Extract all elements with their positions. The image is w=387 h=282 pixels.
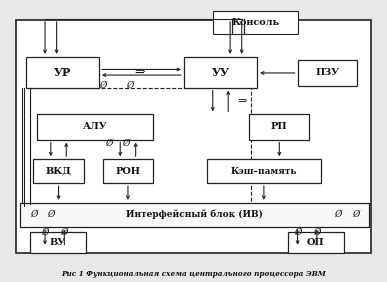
Text: РП: РП	[271, 122, 288, 131]
Bar	[207, 159, 321, 183]
Text: ВКД: ВКД	[46, 167, 72, 176]
Bar	[37, 114, 153, 140]
Text: Ø: Ø	[294, 228, 301, 237]
Text: Интерфейсный блок (ИВ): Интерфейсный блок (ИВ)	[126, 210, 263, 219]
Bar	[288, 232, 344, 253]
Text: ВУ: ВУ	[50, 238, 66, 247]
Text: Ø: Ø	[99, 80, 106, 89]
Text: Ø: Ø	[126, 80, 134, 89]
Text: УУ: УУ	[211, 67, 229, 78]
Text: Ø: Ø	[47, 210, 55, 219]
Text: Ø: Ø	[61, 228, 68, 237]
Text: Рис 1 Функциональная схема центрального процессора ЭВМ: Рис 1 Функциональная схема центрального …	[61, 270, 326, 279]
Bar	[298, 60, 357, 86]
Text: АЛУ: АЛУ	[83, 122, 108, 131]
Text: Ø: Ø	[30, 210, 37, 219]
Text: Ø: Ø	[105, 139, 112, 148]
Text: Ø: Ø	[352, 210, 359, 219]
Bar	[103, 159, 153, 183]
Text: УР: УР	[54, 67, 71, 78]
Text: ПЗУ: ПЗУ	[315, 69, 339, 78]
Text: ⇒: ⇒	[134, 66, 145, 79]
Text: Кэш–память: Кэш–память	[231, 167, 297, 176]
Bar	[33, 159, 84, 183]
Bar	[213, 10, 298, 34]
Text: ОП: ОП	[307, 238, 325, 247]
Text: Ø: Ø	[41, 228, 49, 237]
Text: Ø: Ø	[313, 228, 320, 237]
Bar	[30, 232, 86, 253]
Bar	[30, 88, 251, 204]
Text: Консоль: Консоль	[231, 18, 279, 27]
Bar	[16, 20, 371, 253]
Bar	[20, 203, 369, 226]
Bar	[249, 114, 309, 140]
Text: ⇒: ⇒	[237, 96, 247, 106]
Text: Ø: Ø	[122, 139, 130, 148]
Text: Ø: Ø	[334, 210, 342, 219]
Text: РОН: РОН	[115, 167, 140, 176]
Bar	[184, 57, 257, 88]
Bar	[26, 57, 99, 88]
